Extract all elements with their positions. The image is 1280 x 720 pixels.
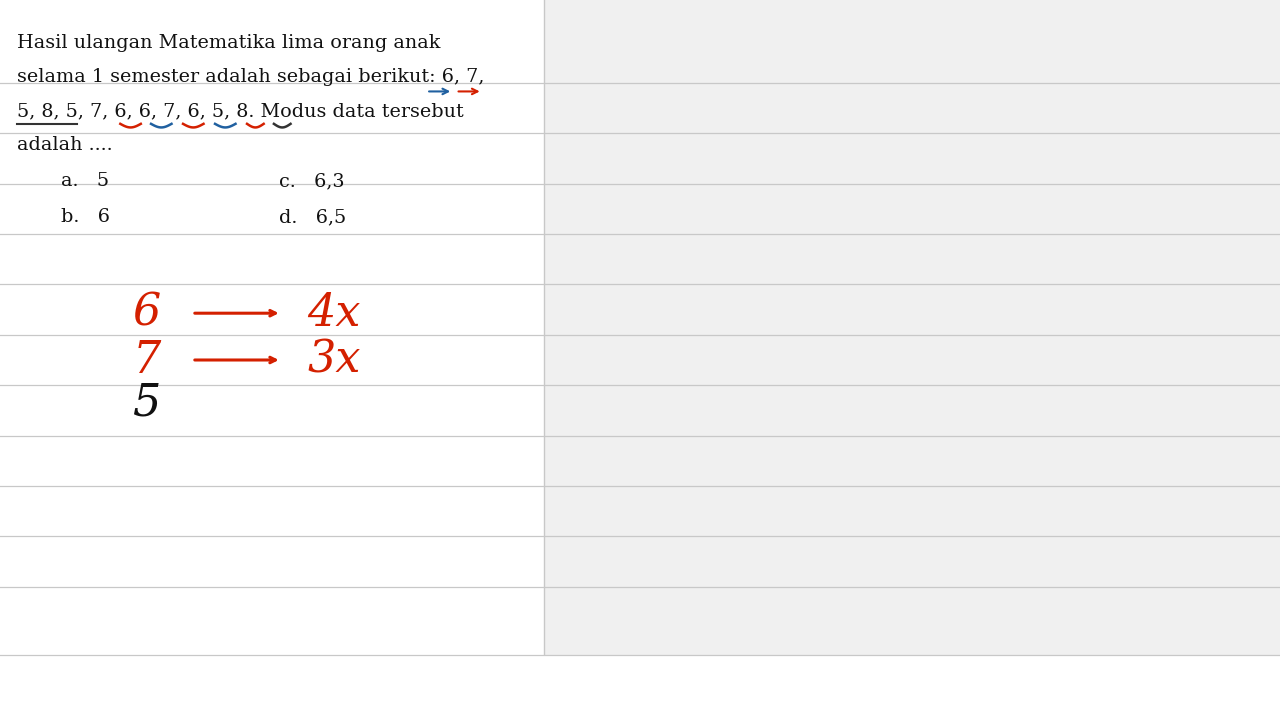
Text: selama 1 semester adalah sebagai berikut: 6, 7,: selama 1 semester adalah sebagai berikut…: [17, 68, 484, 86]
Text: 7: 7: [133, 338, 161, 382]
Text: d.   6,5: d. 6,5: [279, 209, 347, 226]
Bar: [0, 655, 1280, 720]
Text: Ⓕ Ⓘ đʹ  @colearn.id: Ⓕ Ⓘ đʹ @colearn.id: [1011, 680, 1140, 695]
Text: adalah ....: adalah ....: [17, 136, 113, 154]
Text: co: co: [23, 678, 50, 698]
Text: Hasil ulangan Matematika lima orang anak: Hasil ulangan Matematika lima orang anak: [17, 34, 440, 53]
Text: learn: learn: [82, 678, 142, 698]
Text: a.   5: a. 5: [61, 173, 110, 191]
Text: 3x: 3x: [307, 338, 361, 382]
Bar: [544, 0, 1280, 655]
Text: 6: 6: [133, 292, 161, 335]
Text: www.colearn.id: www.colearn.id: [829, 680, 936, 695]
Text: 5, 8, 5, 7, 6, 6, 7, 6, 5, 8. Modus data tersebut: 5, 8, 5, 7, 6, 6, 7, 6, 5, 8. Modus data…: [17, 102, 463, 120]
Bar: [0, 0, 544, 655]
Text: 5: 5: [133, 382, 161, 425]
Text: 4x: 4x: [307, 292, 361, 335]
Text: b.   6: b. 6: [61, 209, 110, 226]
Text: c.   6,3: c. 6,3: [279, 173, 344, 191]
